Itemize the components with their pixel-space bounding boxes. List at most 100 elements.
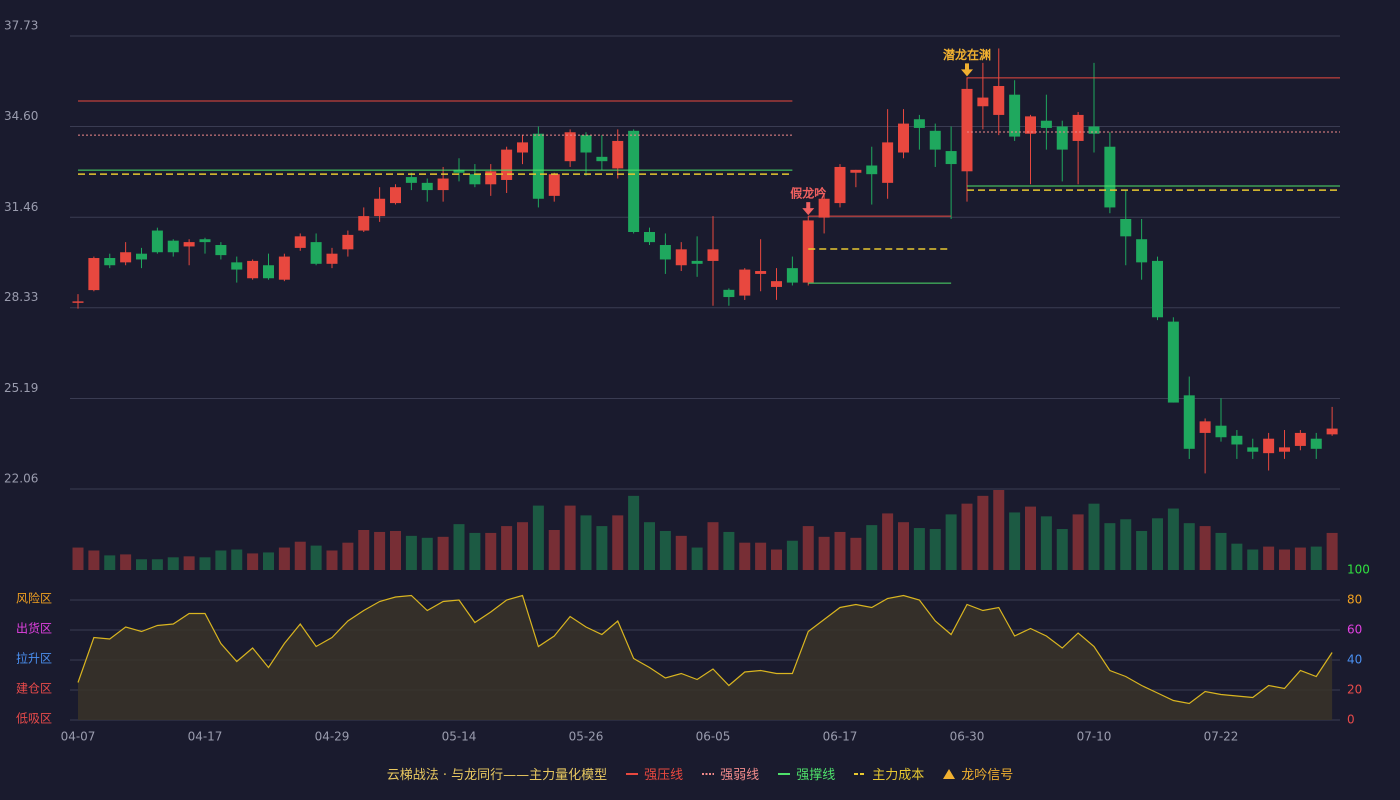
- volume-bar: [818, 536, 830, 570]
- volume-bar: [342, 542, 354, 570]
- candle-body: [1167, 321, 1179, 403]
- candle-body: [898, 123, 909, 153]
- volume-bar: [929, 529, 941, 570]
- candle-body: [183, 242, 195, 247]
- volume-bar: [263, 552, 274, 570]
- y2-tick-label: 20: [1347, 683, 1362, 697]
- candle-body: [405, 177, 417, 183]
- x-tick-label: 06-30: [950, 730, 985, 744]
- volume-bar: [1040, 516, 1052, 570]
- candle-body: [1088, 126, 1100, 134]
- candle-body: [1025, 116, 1036, 134]
- volume-bar: [596, 526, 608, 570]
- volume-bar: [771, 549, 782, 570]
- volume-bar: [167, 557, 179, 570]
- volume-bar: [469, 532, 481, 570]
- y-tick-label: 28.33: [4, 290, 38, 304]
- zone-label: 建仓区: [16, 682, 52, 696]
- volume-bar: [1247, 549, 1259, 570]
- candle-body: [199, 239, 211, 243]
- volume-bar: [1088, 503, 1100, 570]
- volume-bar: [786, 540, 798, 570]
- volume-bar: [628, 495, 640, 570]
- volume-bar: [1009, 512, 1021, 570]
- volume-bar: [945, 514, 957, 570]
- legend-label: 强弱线: [720, 768, 760, 783]
- y2-tick-label: 100: [1347, 563, 1370, 577]
- candle-body: [723, 289, 735, 298]
- legend-swatch: [626, 772, 639, 775]
- candle-body: [104, 258, 116, 266]
- volume-bar: [1294, 547, 1306, 570]
- candle-body: [88, 258, 100, 291]
- candle-body: [755, 271, 767, 274]
- volume-bar: [866, 525, 878, 570]
- x-tick-label: 04-17: [188, 730, 223, 744]
- legend-item: 强弱线: [701, 764, 759, 783]
- legend-swatch: [778, 772, 791, 775]
- candle-body: [501, 149, 513, 180]
- volume-bar: [326, 550, 338, 570]
- volume-bar: [707, 522, 719, 570]
- candle-body: [151, 230, 163, 253]
- candle-body: [707, 249, 719, 261]
- volume-bar: [739, 542, 751, 570]
- volume-bar: [1025, 506, 1036, 570]
- candle-body: [564, 132, 576, 162]
- legend: 云梯战法 · 与龙同行——主力量化模型 强压线 强弱线 强撑线 主力成本 龙吟信号: [0, 764, 1400, 783]
- candle-body: [1199, 421, 1211, 433]
- volume-bar: [1279, 549, 1290, 570]
- x-tick-label: 04-29: [315, 730, 350, 744]
- candle-body: [961, 88, 973, 172]
- candle-body: [278, 256, 290, 280]
- candle-body: [469, 174, 481, 185]
- candle-body: [1215, 425, 1227, 438]
- x-tick-label: 07-10: [1077, 730, 1112, 744]
- volume-bar: [548, 530, 560, 570]
- y2-tick-label: 60: [1347, 623, 1362, 637]
- volume-bar: [120, 554, 132, 570]
- x-tick-label: 05-26: [569, 730, 604, 744]
- volume-bar: [898, 522, 909, 570]
- candle-body: [929, 130, 941, 150]
- candle-body: [358, 216, 370, 231]
- volume-bar: [1167, 508, 1179, 570]
- volume-bar: [1104, 523, 1116, 570]
- candle-body: [1326, 428, 1338, 435]
- candle-body: [1247, 447, 1259, 452]
- volume-bar: [294, 541, 306, 570]
- candle-body: [326, 253, 338, 264]
- volume-bar: [437, 536, 449, 570]
- candle-body: [691, 260, 703, 264]
- candle-body: [659, 245, 671, 260]
- volume-bar: [564, 505, 576, 570]
- candle-body: [786, 268, 798, 283]
- legend-swatch: [854, 772, 867, 775]
- y2-tick-label: 40: [1347, 653, 1362, 667]
- candle-body: [1056, 126, 1068, 150]
- volume-bar: [88, 550, 100, 570]
- legend-item: 龙吟信号: [942, 764, 1013, 783]
- volume-bar: [1310, 546, 1322, 570]
- candle-body: [1310, 438, 1322, 449]
- zone-label: 出货区: [16, 621, 52, 636]
- candle-body: [1136, 239, 1148, 263]
- candle-body: [215, 245, 227, 256]
- candle-body: [1263, 438, 1275, 454]
- volume-bar: [517, 522, 528, 570]
- signal-label: 潜龙在渊: [943, 47, 991, 62]
- signal-arrow: [961, 63, 973, 77]
- volume-bar: [977, 495, 989, 570]
- candle-body: [802, 220, 814, 283]
- volume-bar: [136, 559, 147, 570]
- volume-bar: [1199, 526, 1211, 570]
- volume-bar: [1263, 546, 1275, 570]
- volume-bar: [374, 531, 386, 570]
- candle-body: [485, 171, 497, 185]
- volume-bar: [1056, 529, 1068, 570]
- legend-title: 云梯战法 · 与龙同行——主力量化模型: [386, 768, 608, 783]
- oscillator-area: [78, 595, 1333, 720]
- volume-bar: [247, 553, 259, 570]
- volume-bar: [104, 555, 116, 570]
- volume-bar: [1152, 518, 1163, 570]
